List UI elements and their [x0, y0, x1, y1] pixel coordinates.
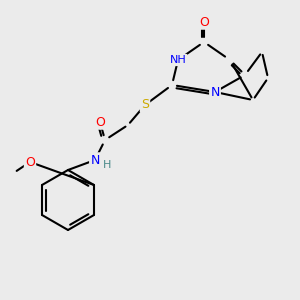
Text: S: S [141, 98, 149, 112]
Text: N: N [210, 85, 220, 98]
Text: O: O [199, 16, 209, 28]
Text: O: O [95, 116, 105, 128]
Text: H: H [103, 160, 111, 170]
Text: NH: NH [169, 55, 186, 65]
Text: N: N [90, 154, 100, 166]
Text: O: O [25, 155, 35, 169]
